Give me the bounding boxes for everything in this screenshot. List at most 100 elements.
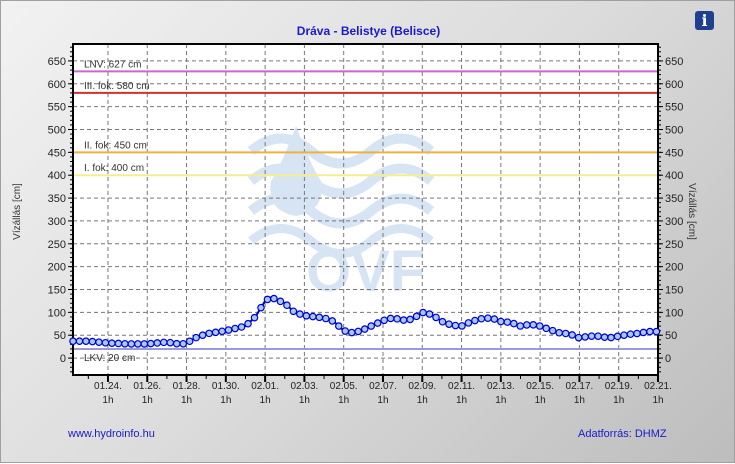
y-tick-label-left: 150: [48, 285, 66, 297]
data-point: [568, 331, 576, 339]
wave-shape: [247, 163, 435, 199]
data-point: [315, 313, 324, 322]
data-point: [347, 328, 356, 337]
source-link[interactable]: www.hydroinfo.hu: [68, 428, 155, 440]
x-tick-label: 01.24.: [94, 381, 122, 392]
y-tick-label-right: 400: [665, 170, 683, 182]
data-point: [121, 339, 129, 348]
y-tick-label-left: 650: [48, 56, 66, 68]
data-point: [373, 319, 382, 327]
x-tick-label: 02.21.: [644, 381, 672, 392]
data-point: [367, 322, 375, 330]
y-tick-label-right: 550: [665, 102, 683, 114]
x-tick-label: 02.01.: [251, 381, 279, 392]
data-point: [179, 339, 188, 348]
data-point: [263, 295, 272, 304]
chart-title: Dráva - Belistye (Belisce): [296, 24, 441, 38]
data-point: [587, 332, 596, 340]
y-tick-label-left: 350: [48, 193, 66, 205]
data-point: [224, 326, 233, 334]
data-point: [108, 339, 116, 347]
x-tick-sublabel: 1h: [613, 395, 624, 406]
data-point: [270, 294, 278, 303]
y-tick-label-right: 600: [665, 79, 683, 91]
data-point: [205, 329, 213, 338]
y-axis-label-right: Vízállás [cm]: [685, 183, 697, 240]
x-tick-label: 02.17.: [566, 381, 594, 392]
data-point: [166, 338, 175, 347]
data-point: [185, 337, 194, 346]
threshold-label: III. fok: 580 cm: [84, 81, 150, 92]
y-tick-label-right: 300: [665, 216, 683, 228]
data-point: [535, 322, 544, 330]
y-tick-label-left: 550: [48, 102, 66, 114]
x-tick-sublabel: 1h: [495, 395, 506, 406]
y-tick-label-right: 500: [665, 124, 683, 136]
y-tick-label-left: 450: [48, 147, 66, 159]
data-point: [218, 327, 226, 336]
data-point: [574, 333, 583, 342]
data-source-label: Adatforrás: DHMZ: [578, 428, 667, 440]
data-point: [276, 297, 285, 306]
data-point: [425, 310, 434, 318]
data-point: [419, 308, 427, 317]
data-point: [490, 315, 499, 323]
data-point: [484, 314, 492, 322]
threshold-label: I. fok: 400 cm: [84, 163, 144, 174]
data-point: [471, 316, 479, 325]
y-tick-label-right: 0: [665, 353, 671, 365]
data-point: [529, 321, 538, 329]
data-point: [497, 317, 505, 326]
x-tick-label: 02.09.: [408, 381, 436, 392]
x-tick-label: 01.26.: [133, 381, 161, 392]
data-point: [542, 324, 551, 333]
data-point: [146, 339, 155, 348]
data-point: [172, 339, 181, 348]
data-point: [432, 313, 440, 322]
wave-shape: [247, 133, 435, 169]
data-point: [328, 317, 337, 325]
data-point: [257, 303, 265, 312]
info-icon[interactable]: i: [695, 11, 714, 30]
data-point: [639, 328, 648, 337]
y-axis-label-left: Vízállás [cm]: [11, 183, 23, 240]
x-tick-sublabel: 1h: [142, 395, 153, 406]
data-point: [510, 319, 518, 328]
data-point: [101, 338, 110, 347]
data-point: [386, 314, 395, 323]
x-tick-sublabel: 1h: [220, 395, 231, 406]
data-point: [600, 333, 609, 341]
x-tick-label: 01.30.: [212, 381, 240, 392]
data-point: [309, 312, 317, 321]
data-point: [296, 310, 304, 318]
x-tick-sublabel: 1h: [574, 395, 585, 406]
threshold-label: LKV: 20 cm: [84, 353, 135, 364]
x-tick-sublabel: 1h: [417, 395, 428, 406]
y-tick-label-left: 100: [48, 307, 66, 319]
y-tick-label-left: 50: [54, 330, 66, 342]
y-tick-label-right: 250: [665, 239, 683, 251]
data-point: [393, 315, 401, 323]
data-point: [302, 311, 311, 320]
ovf-logo-text: OVF: [306, 239, 425, 304]
data-point: [82, 337, 90, 345]
y-tick-label-left: 200: [48, 262, 66, 274]
x-tick-label: 02.15.: [526, 381, 554, 392]
y-tick-label-left: 400: [48, 170, 66, 182]
data-point: [69, 337, 77, 345]
y-tick-label-right: 150: [665, 285, 683, 297]
data-point: [250, 313, 259, 322]
x-tick-sublabel: 1h: [535, 395, 546, 406]
y-tick-label-left: 250: [48, 239, 66, 251]
data-point: [412, 312, 421, 321]
data-point: [607, 333, 615, 342]
plot-border: [72, 43, 659, 376]
x-tick-label: 02.07.: [369, 381, 397, 392]
data-point: [458, 322, 466, 330]
x-tick-sublabel: 1h: [652, 395, 663, 406]
data-point: [633, 329, 641, 338]
y-tick-label-left: 600: [48, 79, 66, 91]
data-point: [88, 337, 97, 346]
water-drop-icon: [270, 126, 322, 216]
